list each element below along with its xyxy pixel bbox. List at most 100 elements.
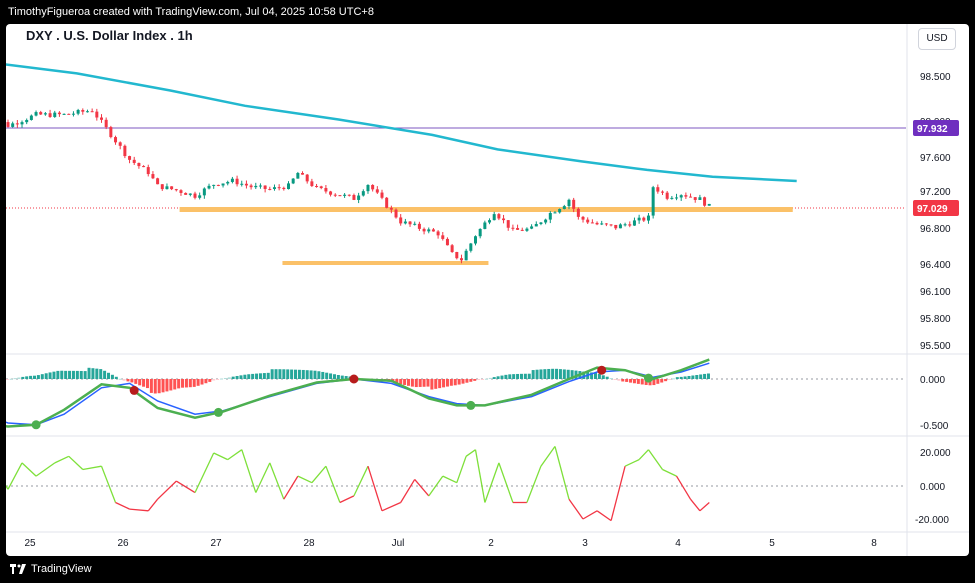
macd-histogram-bar [512,374,516,379]
candle-body [118,142,122,146]
price-axis-label: 98.500 [920,72,951,83]
candle-body [263,185,267,189]
candle-body [95,111,99,118]
candle-body [445,238,449,246]
macd-histogram-bar [442,379,446,388]
macd-histogram-bar [239,375,243,379]
macd-histogram-bar [208,379,212,382]
macd-histogram-bar [679,376,683,379]
macd-histogram-bar [500,375,504,379]
candle-body [623,224,627,226]
macd-histogram-bar [399,379,403,385]
candle-body [609,224,613,226]
candle-body [520,229,524,231]
candle-body [202,188,206,196]
macd-histogram-bar [223,377,227,379]
attribution-text: TimothyFigueroa created with TradingView… [8,6,374,18]
macd-histogram-bar [625,379,629,382]
candle-body [305,174,309,182]
macd-histogram-bar [601,375,605,379]
macd-histogram-bar [173,379,177,390]
oscillator-segment [82,465,102,471]
oscillator-segment [21,462,37,477]
macd-histogram-bar [605,376,609,379]
macd-histogram-bar [231,376,235,379]
tradingview-logo[interactable]: TradingView [10,563,92,575]
macd-histogram-bar [107,372,111,379]
candle-body [488,220,492,223]
macd-histogram-bar [255,373,259,379]
macd-histogram-bar [258,373,262,379]
time-axis-label: 27 [210,538,222,549]
candle-body [198,195,202,198]
macd-cross-marker [213,407,223,417]
macd-histogram-bar [184,379,188,388]
macd-histogram-bar [219,378,223,380]
candle-body [548,213,552,220]
macd-histogram-bar [410,379,414,387]
oscillator-segment [526,465,542,503]
macd-histogram-bar [278,369,282,379]
candle-body [525,228,529,231]
oscillator-segment [115,501,130,510]
candle-body [553,212,557,214]
macd-histogram-bar [644,379,648,385]
macd-histogram-bar [83,371,87,379]
candle-body [170,186,174,190]
candle-body [661,191,664,193]
candle-body [132,159,136,163]
macd-histogram-bar [527,373,531,379]
macd-histogram-bar [317,371,321,379]
candle-body [310,181,314,186]
oscillator-segment [456,456,467,483]
time-axis-label: 8 [871,538,877,549]
top-attribution-bar: TimothyFigueroa created with TradingView… [0,0,975,24]
macd-histogram-bar [294,369,298,379]
chart-frame[interactable]: DXY . U.S. Dollar Index . 1h USD 98.500 9… [6,24,969,556]
candle-body [675,197,679,199]
macd-histogram-bar [703,373,707,379]
macd-histogram-bar [539,369,543,379]
macd-histogram-bar [6,379,9,380]
candle-body [15,123,19,125]
oscillator-segment [484,462,500,503]
price-axis-label: 97.600 [920,153,951,164]
candle-body [6,122,10,127]
oscillator-segment [255,462,271,493]
macd-histogram-bar [531,370,535,379]
candle-body [29,115,33,120]
oscillator-segment [54,455,70,464]
oscillator-segment [367,466,383,511]
oscillator-segment [465,449,476,457]
macd-histogram-bar [110,374,114,379]
candle-body [179,190,183,193]
macd-histogram-bar [406,379,410,386]
candle-body [614,224,618,229]
candle-body [628,224,632,226]
oscillator-axis-label: 0.000 [920,482,945,493]
macd-histogram-bar [660,379,664,383]
macd-histogram-bar [574,370,578,379]
macd-histogram-bar [691,375,695,379]
macd-histogram-bar [13,378,17,380]
macd-histogram-bar [562,369,566,379]
time-axis-label: 2 [488,538,494,549]
candle-body [431,229,435,232]
candle-body [371,184,375,190]
macd-histogram-bar [71,370,75,379]
oscillator-segment [582,510,598,520]
currency-button[interactable]: USD [918,28,956,50]
candle-body [39,112,43,115]
tradingview-logo-icon [10,564,26,574]
candle-body [193,193,197,198]
chart-canvas[interactable]: 98.50098.00097.60097.20096.80096.40096.1… [6,24,969,556]
macd-histogram-bar [597,373,601,379]
candle-body [142,166,146,168]
macd-histogram-bar [706,373,710,379]
macd-histogram-bar [87,367,91,379]
macd-histogram-bar [508,374,512,379]
macd-cross-marker [466,400,476,410]
purple-level-tag [913,120,959,136]
candle-body [707,203,711,206]
macd-histogram-bar [301,369,305,379]
